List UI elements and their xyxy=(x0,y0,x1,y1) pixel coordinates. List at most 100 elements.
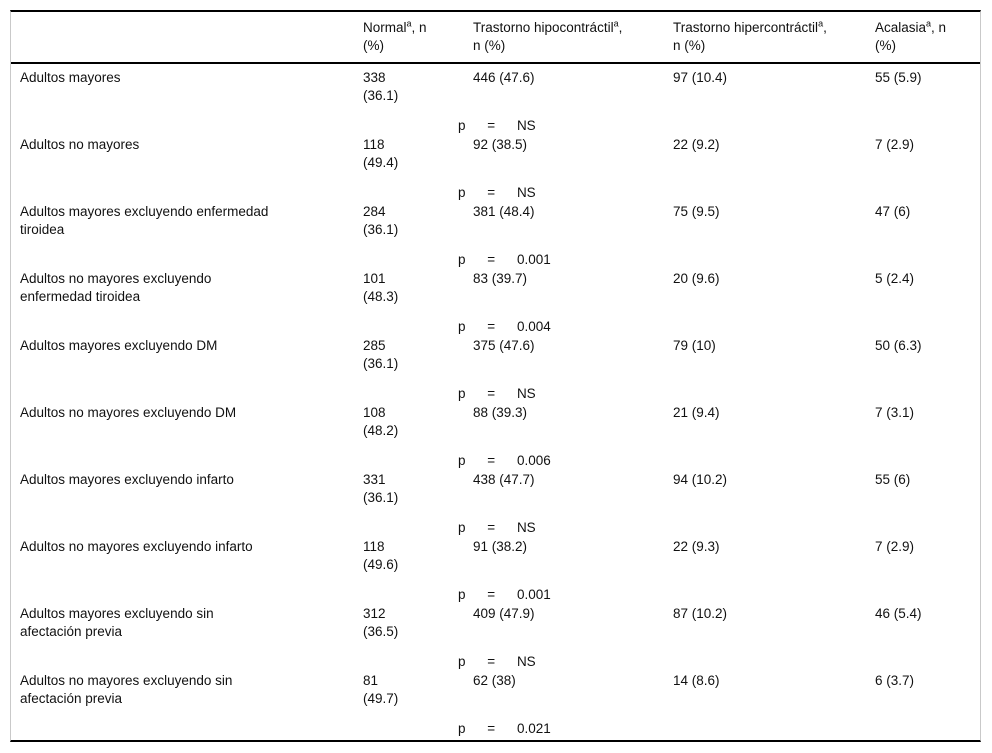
footnote-marker-a: a xyxy=(613,18,619,29)
row-label: Adultos no mayores excluyendo enfermedad… xyxy=(20,271,212,304)
cell-hipercontractil: 14 (8.6) xyxy=(673,673,720,688)
cell-acalasia: 50 (6.3) xyxy=(875,338,922,353)
p-value: NS xyxy=(516,118,536,133)
cell-normal-n: 81 xyxy=(363,673,379,688)
table-header-row: Normala, n (%) Trastorno hipocontráctila… xyxy=(11,12,980,64)
p-equals: = xyxy=(487,721,496,736)
p-value: 0.021 xyxy=(516,721,551,736)
header-line1: Normala, n xyxy=(363,19,473,37)
p-value: 0.006 xyxy=(516,453,551,468)
header-hipercontractil: Trastorno hipercontráctila, n (%) xyxy=(673,19,875,55)
table-row: Adultos no mayores excluyendo enfermedad… xyxy=(11,265,980,309)
cell-normal-n: 285 xyxy=(363,338,386,353)
row-label: Adultos mayores excluyendo sin afectació… xyxy=(20,606,214,639)
footnote-marker-a: a xyxy=(926,18,932,29)
column-title: Acalasia xyxy=(875,20,927,35)
p-equals: = xyxy=(487,252,496,267)
p-equals: = xyxy=(487,654,496,669)
cell-normal-pct: (49.4) xyxy=(363,155,399,170)
table-row: Adultos mayores excluyendo DM 285 (36.1) … xyxy=(11,332,980,376)
cell-acalasia: 7 (3.1) xyxy=(875,405,915,420)
table-row: Adultos no mayores excluyendo sin afecta… xyxy=(11,667,980,711)
cell-hipercontractil: 21 (9.4) xyxy=(673,405,720,420)
p-label: p xyxy=(458,185,466,200)
cell-normal-pct: (49.7) xyxy=(363,691,399,706)
cell-normal-pct: (48.3) xyxy=(363,289,399,304)
cell-acalasia: 7 (2.9) xyxy=(875,539,915,554)
header-rowlabel-empty xyxy=(20,19,363,55)
cell-normal-pct: (36.1) xyxy=(363,356,399,371)
cell-normal-n: 108 xyxy=(363,405,386,420)
cell-hipercontractil: 97 (10.4) xyxy=(673,70,728,85)
cell-hipercontractil: 20 (9.6) xyxy=(673,271,720,286)
p-value-row: p = 0.001 xyxy=(11,577,980,602)
p-value-row: p = 0.004 xyxy=(11,309,980,334)
p-label: p xyxy=(458,252,466,267)
table-row-group: Adultos mayores excluyendo infarto 331 (3… xyxy=(11,466,980,535)
p-equals: = xyxy=(487,185,496,200)
p-equals: = xyxy=(487,118,496,133)
cell-normal-pct: (36.1) xyxy=(363,88,399,103)
p-value: NS xyxy=(516,520,536,535)
cell-normal: 81 (49.7) xyxy=(363,672,473,711)
cell-normal-pct: (48.2) xyxy=(363,423,399,438)
cell-normal-n: 118 xyxy=(363,539,385,554)
p-value-row: p = 0.021 xyxy=(11,711,980,736)
cell-hipocontractil: 409 (47.9) xyxy=(473,606,535,621)
column-title-suffix: , n xyxy=(931,20,947,35)
footnote-marker-a: a xyxy=(818,18,824,29)
cell-acalasia: 55 (5.9) xyxy=(875,70,922,85)
cell-hipercontractil: 22 (9.3) xyxy=(673,539,720,554)
table-row-group: Adultos mayores excluyendo DM 285 (36.1) … xyxy=(11,332,980,401)
cell-normal: 338 (36.1) xyxy=(363,69,473,108)
row-label: Adultos mayores excluyendo DM xyxy=(20,338,218,353)
cell-normal-n: 331 xyxy=(363,472,386,487)
table-row-group: Adultos no mayores excluyendo sin afecta… xyxy=(11,667,980,736)
table-row-group: Adultos no mayores excluyendo enfermedad… xyxy=(11,265,980,334)
p-value-row: p = 0.006 xyxy=(11,443,980,468)
row-label: Adultos mayores xyxy=(20,70,121,85)
row-label: Adultos no mayores xyxy=(20,137,140,152)
p-equals: = xyxy=(487,520,496,535)
p-value: NS xyxy=(516,185,536,200)
p-value-row: p = NS xyxy=(11,644,980,669)
cell-hipercontractil: 79 (10) xyxy=(673,338,716,353)
p-label: p xyxy=(458,453,466,468)
p-value-row: p = NS xyxy=(11,376,980,401)
cell-hipocontractil: 83 (39.7) xyxy=(473,271,528,286)
cell-normal: 285 (36.1) xyxy=(363,337,473,376)
table-row: Adultos no mayores excluyendo infarto 11… xyxy=(11,533,980,577)
row-label: Adultos mayores excluyendo infarto xyxy=(20,472,234,487)
p-value: NS xyxy=(516,654,536,669)
cell-normal-n: 118 xyxy=(363,137,385,152)
table-row-group: Adultos mayores excluyendo sin afectació… xyxy=(11,600,980,669)
cell-hipercontractil: 94 (10.2) xyxy=(673,472,728,487)
footnote-marker-a: a xyxy=(406,18,412,29)
cell-acalasia: 47 (6) xyxy=(875,204,911,219)
table-row-group: Adultos no mayores 118 (49.4) 92 (38.5) 2… xyxy=(11,131,980,200)
table-row-group: Adultos mayores excluyendo enfermedad ti… xyxy=(11,198,980,267)
row-label: Adultos no mayores excluyendo sin afecta… xyxy=(20,673,233,706)
column-title-suffix: , n xyxy=(411,20,427,35)
cell-hipercontractil: 87 (10.2) xyxy=(673,606,728,621)
header-normal: Normala, n (%) xyxy=(363,19,473,55)
cell-normal: 101 (48.3) xyxy=(363,270,473,309)
cell-normal: 118 (49.6) xyxy=(363,538,473,577)
cell-normal-n: 101 xyxy=(363,271,386,286)
cell-acalasia: 55 (6) xyxy=(875,472,911,487)
cell-hipocontractil: 438 (47.7) xyxy=(473,472,535,487)
p-value: 0.001 xyxy=(516,252,551,267)
cell-acalasia: 5 (2.4) xyxy=(875,271,915,286)
header-line1: Trastorno hipercontráctila, xyxy=(673,19,875,37)
p-label: p xyxy=(458,587,466,602)
column-title-suffix: , xyxy=(618,20,623,35)
p-label: p xyxy=(458,721,466,736)
cell-hipocontractil: 91 (38.2) xyxy=(473,539,528,554)
cell-normal-pct: (36.1) xyxy=(363,490,399,505)
table-row: Adultos mayores excluyendo sin afectació… xyxy=(11,600,980,644)
header-line2: (%) xyxy=(363,38,384,53)
cell-hipocontractil: 446 (47.6) xyxy=(473,70,535,85)
cell-hipocontractil: 88 (39.3) xyxy=(473,405,528,420)
row-label: Adultos no mayores excluyendo DM xyxy=(20,405,237,420)
cell-normal-n: 312 xyxy=(363,606,386,621)
